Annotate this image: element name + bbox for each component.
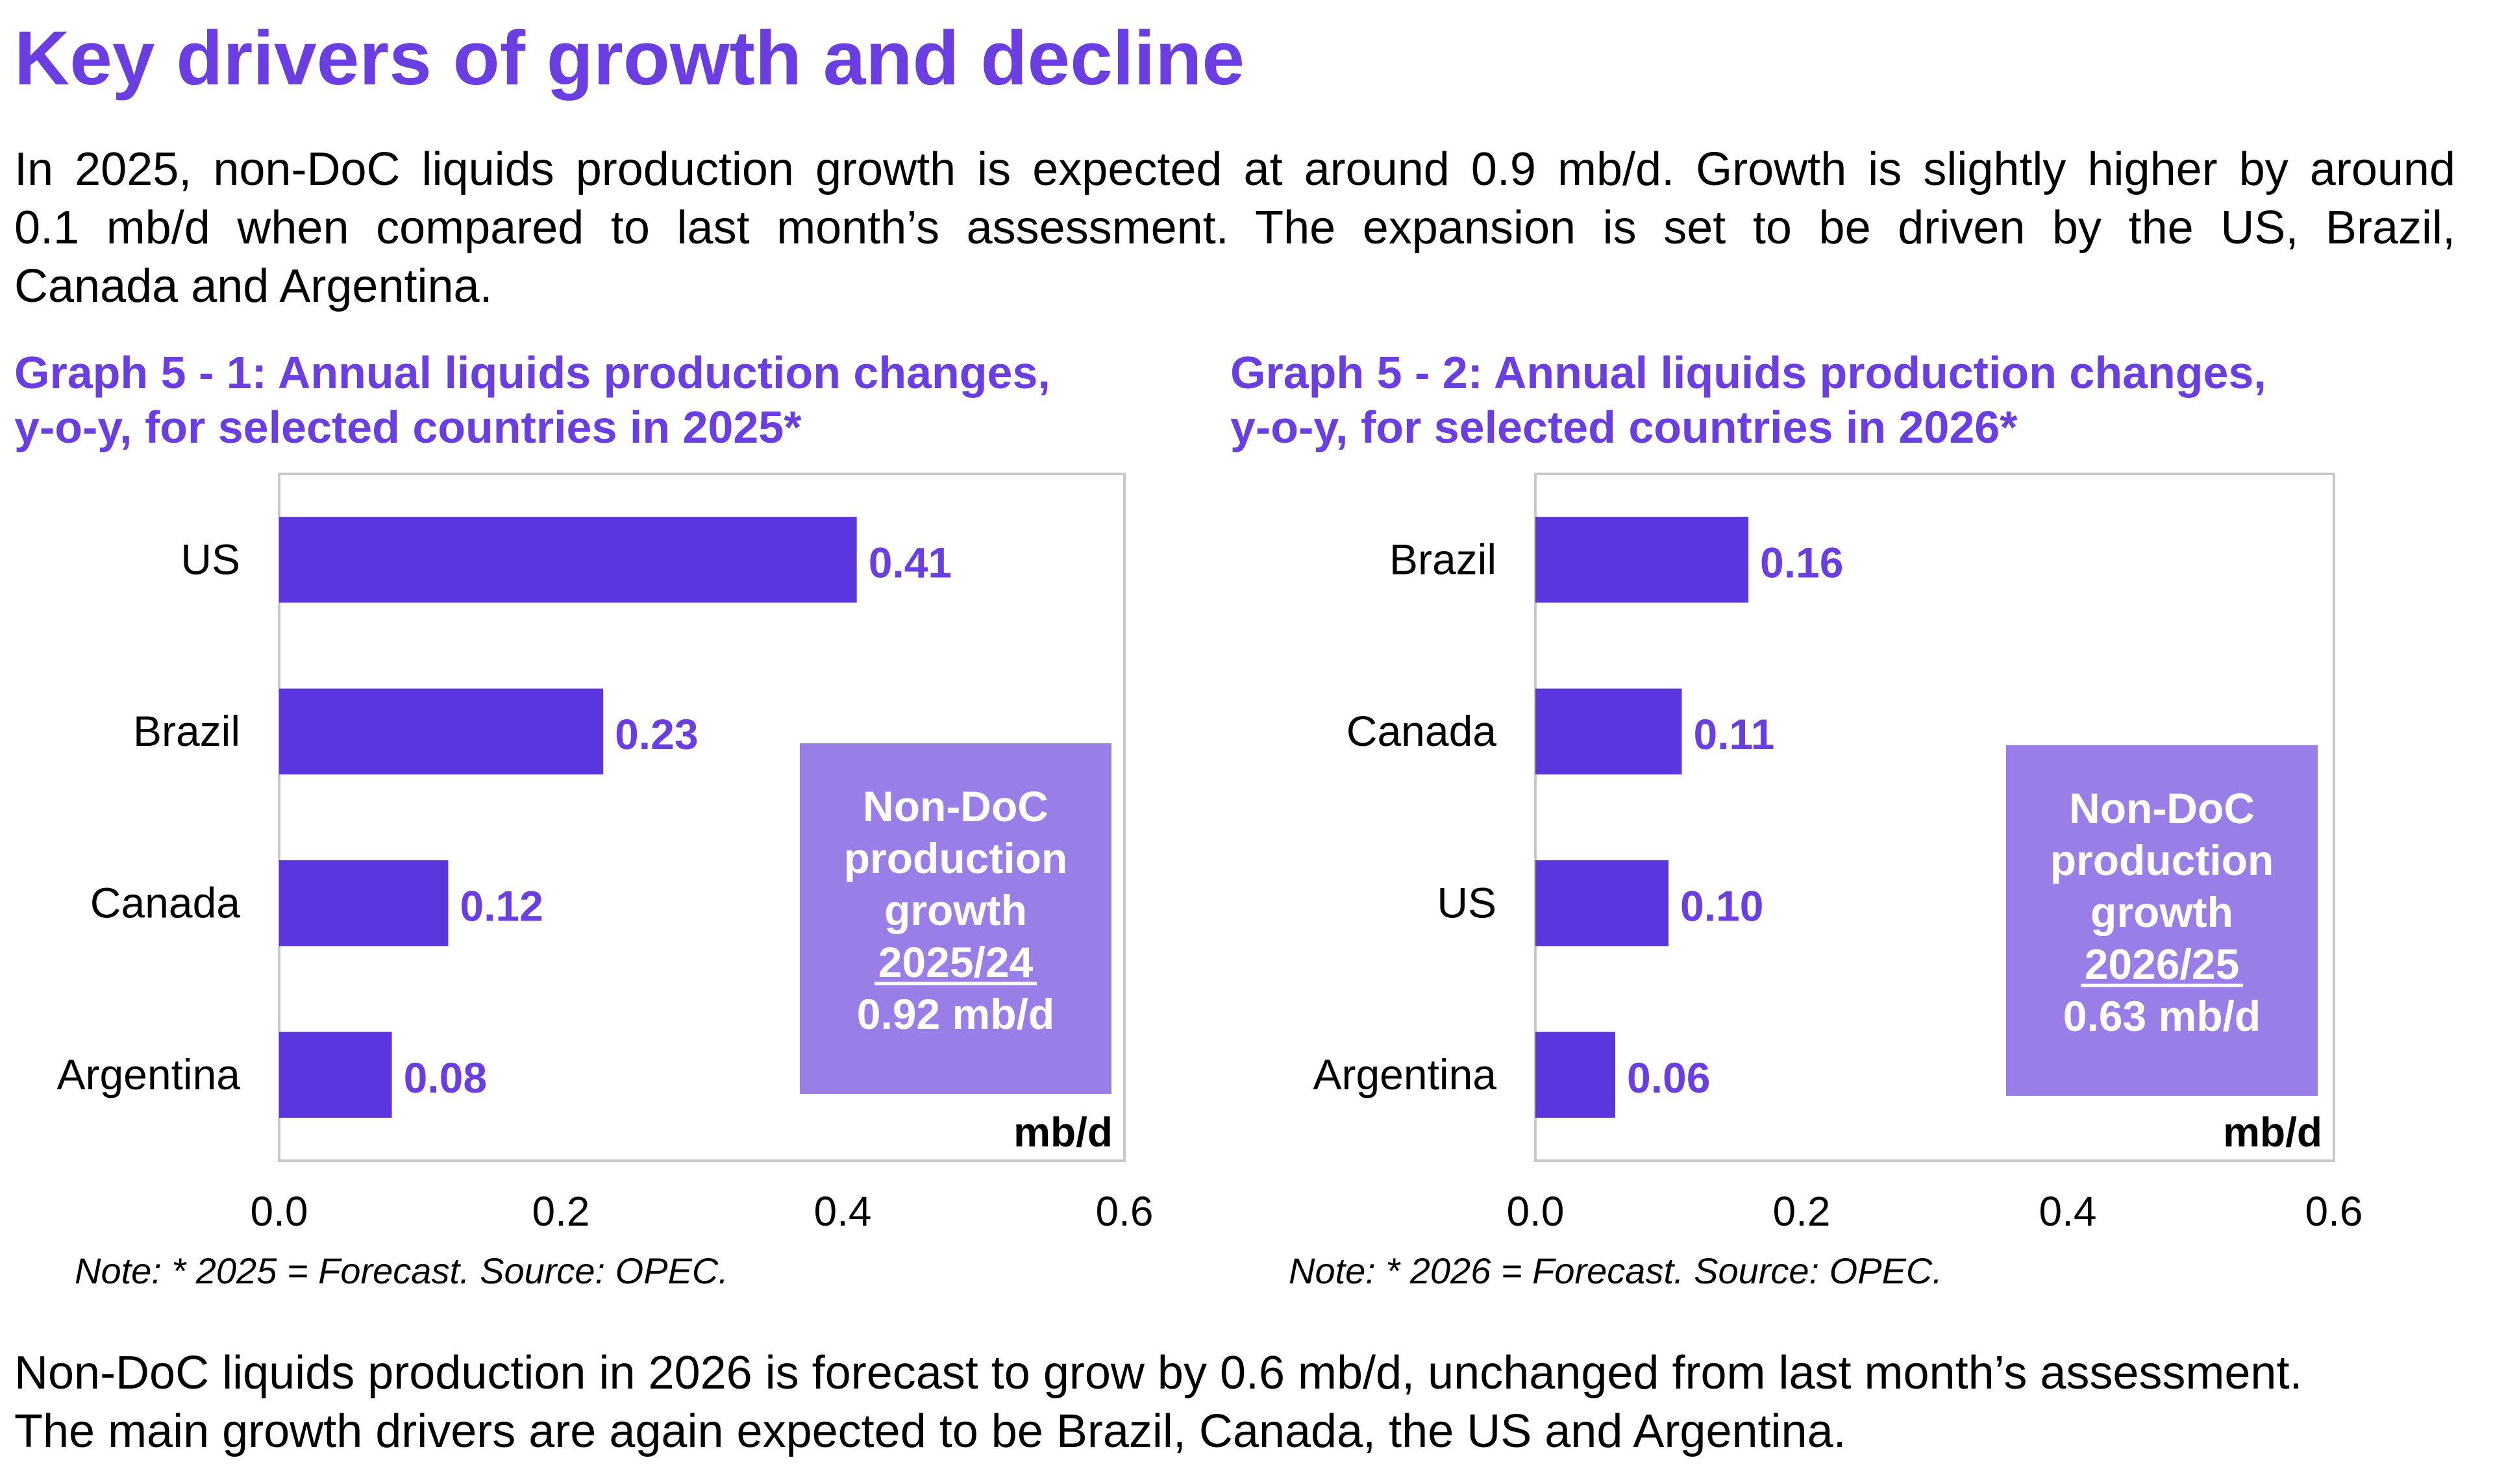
graph-title-line: y-o-y, for selected countries in 2025* bbox=[14, 402, 802, 452]
x-tick-label: 0.2 bbox=[532, 1188, 590, 1235]
summary-box-line: growth bbox=[884, 886, 1027, 934]
bar bbox=[1535, 688, 1682, 774]
summary-box-value: 0.63 mb/d bbox=[2063, 992, 2261, 1040]
value-label: 0.08 bbox=[404, 1054, 487, 1102]
bar bbox=[1535, 517, 1748, 603]
summary-box-line: growth bbox=[2090, 888, 2233, 936]
intro-line: In 2025, non-DoC liquids production grow… bbox=[14, 143, 2455, 195]
bar bbox=[279, 860, 449, 946]
outro-paragraph: Non-DoC liquids production in 2026 is fo… bbox=[14, 1344, 2455, 1461]
bar bbox=[279, 517, 857, 603]
x-tick-label: 0.6 bbox=[1096, 1188, 1154, 1235]
graph-2-title: Graph 5 - 2: Annual liquids production c… bbox=[1230, 345, 2266, 454]
outro-line: Non-DoC liquids production in 2026 is fo… bbox=[14, 1347, 2303, 1399]
summary-box-value: 0.92 mb/d bbox=[857, 990, 1054, 1038]
value-label: 0.10 bbox=[1680, 882, 1763, 930]
category-label: US bbox=[1437, 878, 1496, 926]
bar bbox=[1535, 860, 1668, 946]
unit-label: mb/d bbox=[2223, 1109, 2322, 1156]
x-tick-label: 0.6 bbox=[2305, 1188, 2363, 1235]
graph-title-line: Graph 5 - 2: Annual liquids production c… bbox=[1230, 347, 2266, 398]
category-label: Canada bbox=[1346, 707, 1496, 755]
value-label: 0.12 bbox=[460, 882, 543, 930]
bar bbox=[279, 1032, 392, 1118]
graph-2-note: Note: * 2026 = Forecast. Source: OPEC. bbox=[1289, 1250, 1942, 1291]
summary-box bbox=[800, 743, 1111, 1094]
bar bbox=[279, 688, 604, 774]
category-label: Brazil bbox=[133, 707, 240, 755]
intro-paragraph: In 2025, non-DoC liquids production grow… bbox=[14, 140, 2455, 315]
summary-box-period: 2025/24 bbox=[878, 938, 1034, 986]
value-label: 0.23 bbox=[615, 710, 698, 758]
bar bbox=[1535, 1032, 1615, 1118]
summary-box-line: production bbox=[844, 834, 1068, 882]
summary-box-period: 2026/25 bbox=[2085, 940, 2240, 988]
summary-box-line: Non-DoC bbox=[863, 782, 1048, 830]
unit-label: mb/d bbox=[1013, 1109, 1113, 1156]
value-label: 0.06 bbox=[1627, 1054, 1710, 1102]
summary-box-line: production bbox=[2050, 836, 2274, 884]
value-label: 0.16 bbox=[1760, 538, 1843, 586]
graph-title-line: Graph 5 - 1: Annual liquids production c… bbox=[14, 347, 1050, 398]
category-label: Canada bbox=[90, 878, 240, 926]
graph-1-note: Note: * 2025 = Forecast. Source: OPEC. bbox=[75, 1250, 728, 1291]
value-label: 0.41 bbox=[869, 538, 952, 586]
summary-box bbox=[2006, 745, 2318, 1096]
summary-box-line: Non-DoC bbox=[2069, 784, 2255, 832]
outro-line: The main growth drivers are again expect… bbox=[14, 1405, 1846, 1457]
intro-line: Canada and Argentina. bbox=[14, 260, 493, 312]
x-tick-label: 0.4 bbox=[814, 1188, 872, 1235]
category-label: Argentina bbox=[56, 1050, 240, 1098]
intro-line: 0.1 mb/d when compared to last month’s a… bbox=[14, 202, 2455, 254]
x-tick-label: 0.2 bbox=[1773, 1188, 1831, 1235]
graph-1-title: Graph 5 - 1: Annual liquids production c… bbox=[14, 345, 1050, 454]
category-label: US bbox=[180, 535, 240, 583]
page-heading: Key drivers of growth and decline bbox=[14, 16, 1245, 101]
x-tick-label: 0.4 bbox=[2039, 1188, 2097, 1235]
category-label: Argentina bbox=[1313, 1050, 1496, 1098]
value-label: 0.11 bbox=[1694, 710, 1775, 758]
x-tick-label: 0.0 bbox=[1507, 1188, 1565, 1235]
graph-title-line: y-o-y, for selected countries in 2026* bbox=[1230, 402, 2018, 452]
x-tick-label: 0.0 bbox=[251, 1188, 308, 1235]
category-label: Brazil bbox=[1389, 535, 1496, 583]
